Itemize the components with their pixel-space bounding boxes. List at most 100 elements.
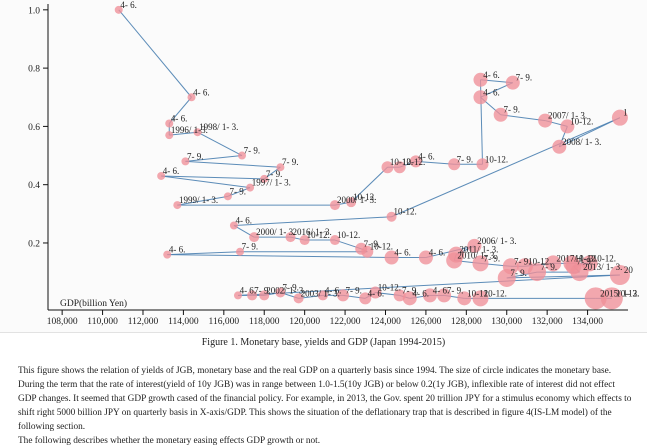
connecting-line [167,254,392,259]
point-label: 2017/ 1- 3. [556,253,595,263]
data-point [473,72,488,87]
point-label: 2010/ 1- 3. [457,250,496,260]
point-label: 7- 9. [282,283,299,293]
data-point [584,287,607,310]
data-point [476,158,489,171]
point-label: 4- 6. [368,288,385,298]
connecting-line [167,251,241,256]
point-label: 4- 6. [394,248,411,258]
figure-caption: Figure 1. Monetary base, yields and GDP … [201,337,446,348]
connecting-line [350,166,388,203]
point-label: 4- 6. [240,285,257,295]
data-point [538,113,553,128]
point-label: 7- 9. [514,256,531,266]
data-point [157,171,166,180]
body-text: This figure shows the relation of yields… [18,364,633,448]
data-point [472,290,489,307]
data-point [276,163,285,172]
data-point [437,288,452,303]
connecting-line [185,155,243,162]
data-point [384,250,399,265]
x-tick-label: 118,000 [249,317,280,327]
point-label: 7- 9. [242,242,259,252]
data-point [600,287,623,310]
data-point [260,174,269,183]
point-label: 4- 6. [163,166,180,176]
data-point [611,109,628,126]
data-point [229,221,238,230]
data-point [472,255,489,272]
data-point [285,232,296,243]
point-label: 10-12. [616,288,639,298]
y-tick-label: 0.2 [28,239,40,249]
point-label: 4- 6. [483,87,500,97]
data-point [552,139,567,154]
connecting-line [169,131,198,136]
data-point [393,289,406,302]
x-tick-label: 132,000 [532,317,563,327]
data-point [448,158,461,171]
point-label: 10-12. [570,116,593,126]
data-point [386,211,397,222]
data-point [418,250,433,265]
paragraph: The following describes whether the mone… [18,436,321,446]
point-label: 1998/ 1- 3. [199,122,238,132]
data-point [497,268,516,287]
point-label: 10-12. [394,207,417,217]
paragraph: This figure shows the relation of yields… [18,366,612,376]
data-point [114,5,123,14]
point-label: 10-12. [593,253,616,263]
point-label: 7- 9. [447,285,464,295]
data-point [560,119,575,134]
data-point [181,157,190,166]
y-tick-label: 1.0 [28,6,40,16]
data-point [173,201,182,210]
data-point [223,192,232,201]
point-label: 7- 9. [516,73,533,83]
point-label: 7- 9. [402,285,419,295]
axes: GDP(billion Yen) 0.2 0.4 0.6 0.8 1.0 108,000 1… [28,4,628,327]
point-label: 2003/ 1- 3. [301,288,340,298]
data-point [609,265,630,286]
chart-area: 4- 6. 4- 6. 4- 6. 1996/ 1-3. 1998/ 1- 3. 7- 9… [0,0,647,333]
data-point [249,232,260,243]
data-point [235,247,244,256]
scatter-chart: 4- 6.4- 6.4- 6.1996/ 1-3.1998/ 1- 3.7- 9… [28,0,639,327]
point-label: 1997/ 1- 3. [252,178,291,188]
point-label: 10-12. [370,242,393,252]
data-point [361,245,374,258]
connecting-line [415,160,455,165]
data-point [359,292,372,305]
point-label: 10-12. [353,192,376,202]
x-tick-label: 124,000 [370,317,401,327]
point-label: 7- 9. [254,285,271,295]
data-point [570,263,589,282]
x-tick-label: 114,000 [168,317,199,327]
point-label: 10-12. [402,157,425,167]
point-label: 2006/ 1- 3. [477,236,516,246]
point-label: 2002/ 1- 3. [266,285,305,295]
point-label: 4- 6. [429,248,446,258]
data-point [446,252,463,269]
data-point [246,183,255,192]
data-point [233,291,242,300]
data-point [247,290,258,301]
data-point [545,255,562,272]
data-point [165,119,174,128]
connecting-line [233,216,392,226]
point-label: 2007/ 1- 3. [548,111,587,121]
point-label: 7- 9. [345,285,362,295]
x-tick-label: 122,000 [330,317,361,327]
connecting-line [500,114,546,122]
data-point [369,286,382,299]
point-label: 10-12. [390,157,413,167]
data-point [329,235,340,246]
data-point [493,107,508,122]
point-label: 7- 9. [577,256,594,266]
paragraph: During the term that the rate of interes… [18,380,632,432]
y-tick-label: 0.8 [28,65,40,75]
data-point [163,250,172,259]
x-tick-label: 128,000 [451,317,482,327]
point-label: 10-12. [307,230,330,240]
x-axis-title: GDP(billion Yen) [60,298,127,309]
